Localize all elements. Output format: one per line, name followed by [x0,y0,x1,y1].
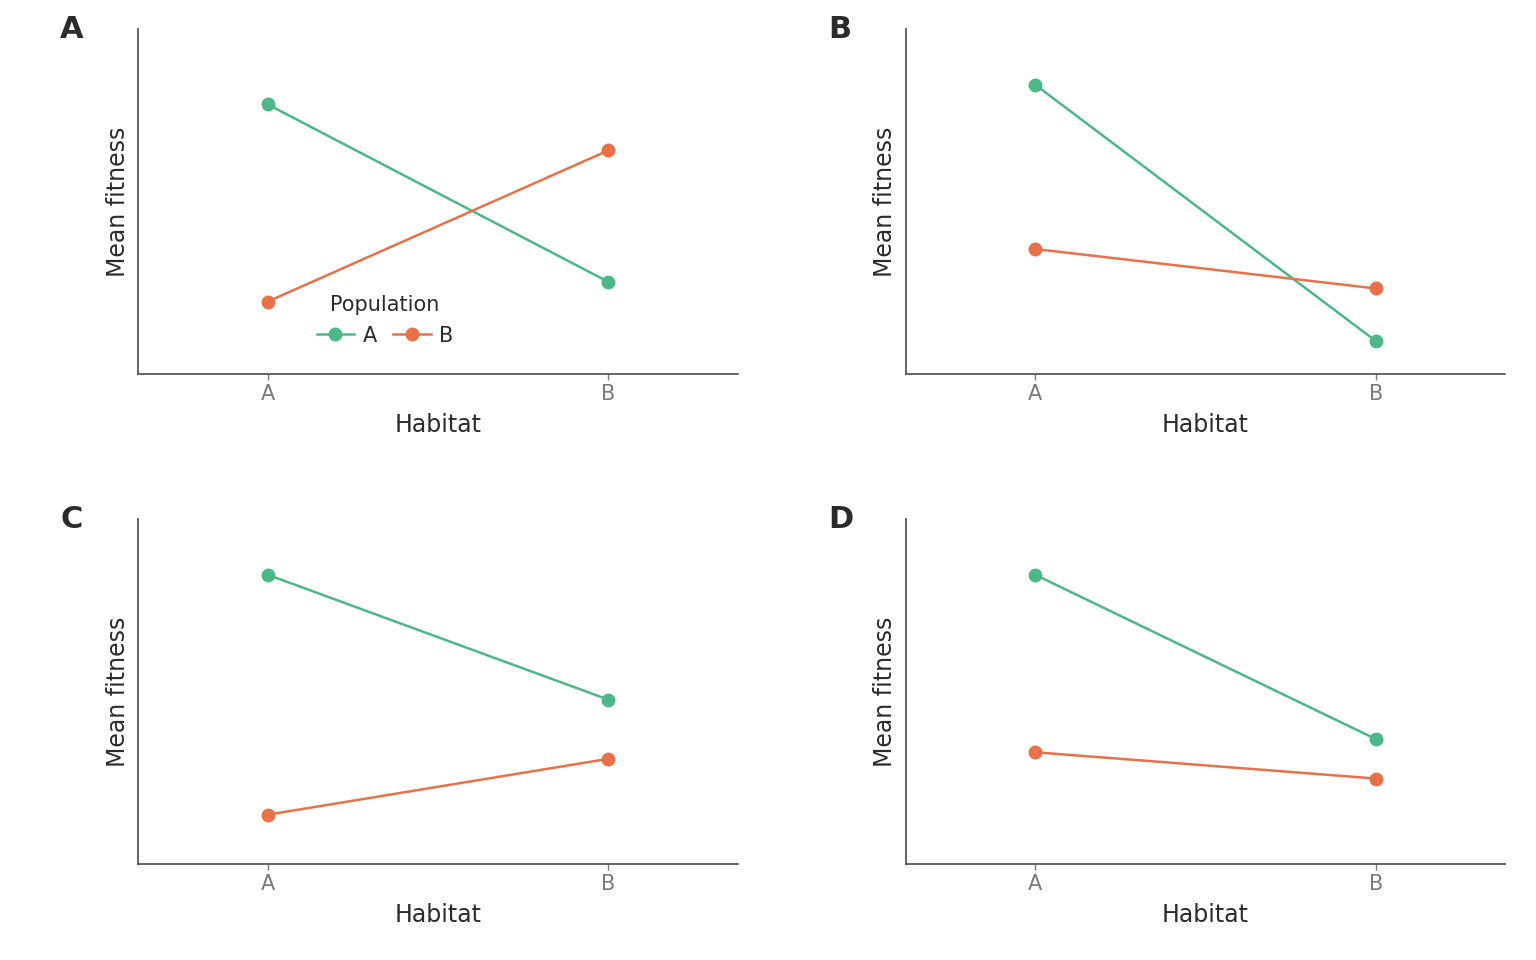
Line: B: B [1029,746,1382,784]
Y-axis label: Mean fitness: Mean fitness [106,126,131,276]
B [599,753,617,764]
Text: C: C [60,505,83,534]
B [1026,243,1044,254]
B [1367,773,1385,784]
Legend: A, B: A, B [316,296,453,347]
A [599,694,617,706]
Y-axis label: Mean fitness: Mean fitness [874,126,897,276]
Text: A: A [60,15,84,44]
A [599,276,617,288]
B [1026,747,1044,758]
B [258,296,276,307]
A [1026,569,1044,581]
Text: B: B [828,15,851,44]
A [1026,79,1044,90]
Line: A: A [261,98,614,288]
Line: B: B [261,144,614,308]
X-axis label: Habitat: Habitat [395,902,481,926]
Line: B: B [261,753,614,821]
B [599,145,617,156]
X-axis label: Habitat: Habitat [1163,413,1249,437]
Line: A: A [1029,568,1382,745]
A [1367,733,1385,745]
Line: A: A [1029,79,1382,348]
Text: D: D [828,505,852,534]
Line: B: B [1029,243,1382,295]
Y-axis label: Mean fitness: Mean fitness [106,616,131,767]
X-axis label: Habitat: Habitat [1163,902,1249,926]
A [258,99,276,110]
A [258,569,276,581]
X-axis label: Habitat: Habitat [395,413,481,437]
A [1367,335,1385,347]
Line: A: A [261,568,614,706]
Y-axis label: Mean fitness: Mean fitness [874,616,897,767]
B [258,809,276,821]
B [1367,282,1385,294]
